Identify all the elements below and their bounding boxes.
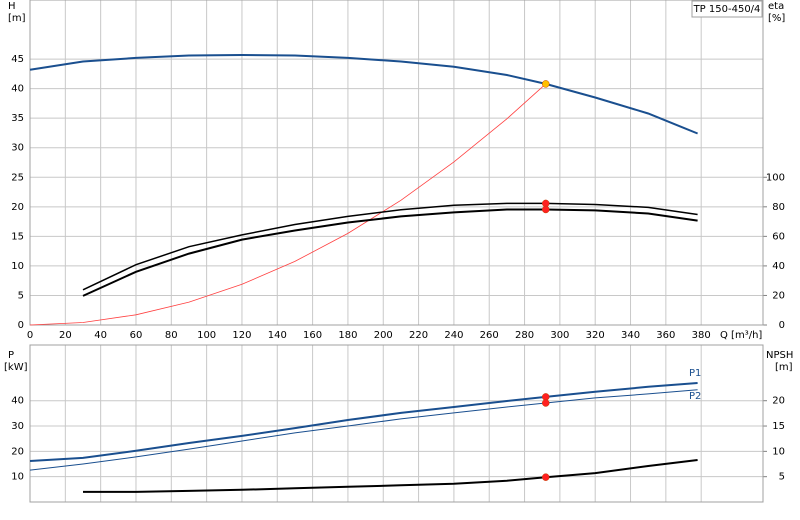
x-tick-label: 180	[338, 330, 357, 341]
x-tick-label: 0	[27, 330, 33, 341]
y2-tick-label: 40	[772, 261, 785, 272]
curve	[83, 459, 698, 493]
y-tick-label: 20	[11, 202, 24, 213]
x-tick-label: 280	[515, 330, 534, 341]
curve	[29, 83, 546, 326]
y2-tick-label: 20	[772, 396, 785, 407]
series-label: P1	[689, 368, 701, 379]
x-tick-label: 60	[130, 330, 143, 341]
y-tick-label: 40	[11, 396, 24, 407]
curve	[82, 202, 698, 291]
y-tick-label: 5	[18, 290, 24, 301]
y2-tick-label: 20	[772, 290, 785, 301]
x-tick-label: 200	[374, 330, 393, 341]
y-tick-label: 40	[11, 84, 24, 95]
y2-tick-label: 0	[779, 320, 785, 331]
y-tick-label: 45	[11, 54, 24, 65]
y2-tick-label: 100	[766, 172, 785, 183]
y-axis-label: H	[8, 1, 16, 12]
series-label: P2	[689, 391, 701, 402]
y-tick-label: 10	[11, 261, 24, 272]
plot-frame	[29, 0, 764, 326]
y2-axis-label: NPSH	[766, 350, 793, 361]
y-tick-label: 20	[11, 446, 24, 457]
x-tick-label: 80	[165, 330, 178, 341]
y-tick-label: 25	[11, 172, 24, 183]
x-tick-label: 240	[444, 330, 463, 341]
plot-layer: 0 20 40 60 80 100 120 140 160 180 200 220 240 260 280 3…	[11, 0, 785, 503]
y2-tick-label: 80	[772, 202, 785, 213]
x-tick-label: 320	[586, 330, 605, 341]
y-tick-label: 0	[18, 320, 24, 331]
y2-axis-unit: [%]	[768, 13, 785, 24]
duty-point	[541, 473, 550, 481]
x-tick-label: 100	[197, 330, 216, 341]
y2-axis-label: eta	[768, 1, 784, 12]
y2-tick-label: 10	[772, 446, 785, 457]
y2-tick-label: 5	[779, 472, 785, 483]
x-tick-label: 20	[59, 330, 72, 341]
title-box	[691, 0, 763, 18]
curve	[29, 382, 698, 462]
plot-area	[30, 345, 763, 502]
y-axis-label: P	[8, 350, 14, 361]
y-tick-label: 15	[11, 231, 24, 242]
y-axis-unit: [kW]	[4, 362, 28, 373]
x-tick-label: 220	[409, 330, 428, 341]
x-tick-label: 40	[94, 330, 107, 341]
x-tick-label: 120	[232, 330, 251, 341]
duty-point	[541, 205, 550, 214]
x-tick-label: 260	[480, 330, 499, 341]
x-tick-label: 140	[268, 330, 287, 341]
x-axis-label: Q [m³/h]	[720, 330, 762, 341]
y2-tick-label: 15	[772, 421, 785, 432]
y-tick-label: 10	[11, 472, 24, 483]
x-tick-label: 360	[656, 330, 675, 341]
duty-point	[541, 80, 550, 88]
curve	[29, 53, 698, 135]
y2-tick-label: 60	[772, 231, 785, 242]
x-tick-label: 300	[550, 330, 569, 341]
y-tick-label: 30	[11, 421, 24, 432]
x-tick-label: 160	[303, 330, 322, 341]
x-tick-label: 340	[621, 330, 640, 341]
duty-point	[541, 399, 550, 407]
chart-title: TP 150-450/4	[693, 4, 761, 15]
y-tick-label: 30	[11, 143, 24, 154]
plot-frame	[29, 344, 764, 503]
y-tick-label: 35	[11, 113, 24, 124]
plot-area	[30, 0, 763, 325]
curve	[82, 208, 698, 297]
x-tick-label: 380	[692, 330, 711, 341]
curve	[29, 389, 698, 471]
y2-axis-unit: [m]	[775, 362, 793, 373]
y-axis-unit: [m]	[8, 13, 26, 24]
